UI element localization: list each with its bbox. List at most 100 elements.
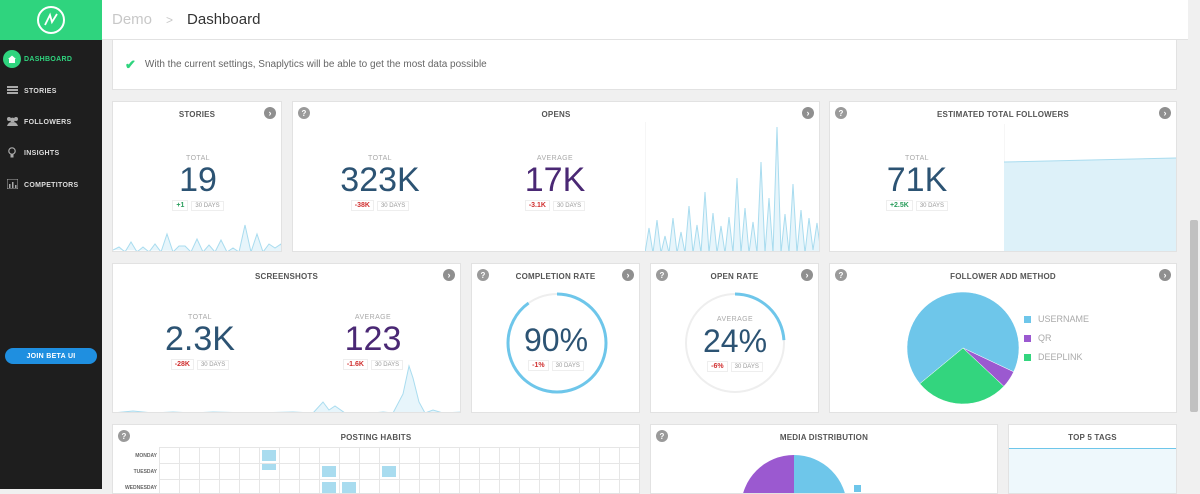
pie-legend: USERNAME QR DEEPLINK <box>1024 314 1089 371</box>
days-badge: 30 DAYS <box>196 359 230 370</box>
screenshots-sparkline <box>117 364 460 412</box>
help-icon[interactable]: ? <box>656 269 668 281</box>
pie-slice-deeplink[interactable] <box>919 347 1005 405</box>
card-title: ESTIMATED TOTAL FOLLOWERS <box>937 110 1069 119</box>
completion-ring <box>506 292 608 394</box>
sidebar-item-competitors[interactable]: COMPETITORS <box>0 174 102 196</box>
help-icon[interactable]: ? <box>477 269 489 281</box>
metric-label: AVERAGE <box>716 316 754 323</box>
heatmap-cell <box>322 466 336 477</box>
sidebar: DASHBOARD STORIES FOLLOWERS INSIGHTS COM… <box>0 0 102 489</box>
heatmap-cell <box>322 482 336 493</box>
snaplytics-logo-icon[interactable] <box>37 6 65 34</box>
legend-item: USERNAME <box>1024 314 1089 324</box>
sidebar-item-dashboard[interactable]: DASHBOARD <box>0 48 102 70</box>
heatmap-cell <box>382 466 396 477</box>
card-title: OPENS <box>541 110 571 119</box>
help-icon[interactable]: ? <box>835 269 847 281</box>
stories-card: STORIES › TOTAL 19 +1 30 DAYS <box>112 101 282 252</box>
help-icon[interactable]: ? <box>656 430 668 442</box>
metric-label: AVERAGE <box>354 314 392 321</box>
breadcrumb-root[interactable]: Demo <box>112 11 153 28</box>
delta-badge: -1% <box>528 360 549 371</box>
screenshots-card: SCREENSHOTS › TOTAL 2.3K -28K 30 DAYS AVE… <box>112 263 461 413</box>
followers-total: TOTAL 71K +2.5K 30 DAYS <box>867 155 967 211</box>
delta-badge: -38K <box>350 200 374 211</box>
page-title: Dashboard <box>187 11 261 28</box>
metric-value: 24% <box>702 323 768 359</box>
help-icon[interactable]: ? <box>835 107 847 119</box>
followers-icon <box>6 116 19 128</box>
sidebar-item-label: FOLLOWERS <box>24 118 72 126</box>
days-badge: 30 DAYS <box>730 361 763 372</box>
opens-average: AVERAGE 17K -3.1K 30 DAYS <box>505 155 605 211</box>
sidebar-item-label: COMPETITORS <box>24 181 79 189</box>
days-badge: 30 DAYS <box>552 200 586 211</box>
screenshots-total: TOTAL 2.3K -28K 30 DAYS <box>150 314 250 370</box>
delta-badge: -6% <box>707 361 728 372</box>
posting-habits-card: ? POSTING HABITS MONDAY TUESDAY WEDNESDA… <box>112 424 640 494</box>
chevron-right-icon[interactable]: › <box>264 107 276 119</box>
metric-label: TOTAL <box>188 314 212 321</box>
legend-swatch <box>1024 334 1031 342</box>
home-icon <box>3 50 21 68</box>
card-title: POSTING HABITS <box>340 433 412 442</box>
days-badge: 30 DAYS <box>376 200 410 211</box>
sidebar-item-label: INSIGHTS <box>24 149 60 157</box>
chevron-right-icon[interactable]: › <box>1159 269 1171 281</box>
followers-area-chart <box>1004 124 1176 251</box>
legend-label: USERNAME <box>1038 314 1090 324</box>
delta-badge: -3.1K <box>524 200 550 211</box>
metric-value: 323K <box>340 161 420 199</box>
logo-box[interactable] <box>0 0 102 40</box>
media-distribution-card: ? MEDIA DISTRIBUTION <box>650 424 998 494</box>
delta-badge: -1.6K <box>342 359 368 370</box>
heatmap-cell <box>262 464 276 470</box>
card-title: COMPLETION RATE <box>515 272 596 281</box>
checkmark-icon: ✔ <box>125 56 136 72</box>
chevron-right-icon[interactable]: › <box>622 269 634 281</box>
sidebar-item-insights[interactable]: INSIGHTS <box>0 142 102 164</box>
legend-swatch <box>1024 353 1031 361</box>
alert-text: With the current settings, Snaplytics wi… <box>144 59 487 70</box>
chevron-right-icon[interactable]: › <box>801 269 813 281</box>
metric-value: 19 <box>179 161 217 199</box>
media-pie <box>743 455 845 493</box>
days-badge: 30 DAYS <box>191 200 224 211</box>
metric-value: 90% <box>523 322 589 358</box>
join-beta-button[interactable]: JOIN BETA UI <box>5 348 97 364</box>
metric-value: 17K <box>524 161 586 199</box>
bar-chart-icon <box>6 178 18 191</box>
settings-alert: ✔ With the current settings, Snaplytics … <box>112 40 1177 90</box>
sidebar-item-followers[interactable]: FOLLOWERS <box>0 111 102 133</box>
legend-label: QR <box>1038 333 1052 343</box>
scrollbar-thumb[interactable] <box>1190 220 1198 412</box>
pie-slice-username[interactable] <box>906 291 1020 385</box>
open-rate-value: AVERAGE 24% -6% 30 DAYS <box>685 316 785 372</box>
card-title: TOP 5 TAGS <box>1068 433 1117 442</box>
follower-method-pie <box>906 291 1020 405</box>
stories-sparkline <box>113 224 281 251</box>
header-bar: Demo > Dashboard <box>102 0 1188 40</box>
metric-label: TOTAL <box>905 155 929 162</box>
metric-label: TOTAL <box>186 155 210 162</box>
chevron-right-icon[interactable]: › <box>802 107 814 119</box>
card-title: STORIES <box>178 110 216 119</box>
chevron-right-icon[interactable]: › <box>1159 107 1171 119</box>
metric-label: TOTAL <box>368 155 392 162</box>
posting-heatmap <box>159 447 639 493</box>
pie-slice <box>743 455 794 493</box>
help-icon[interactable]: ? <box>118 430 130 442</box>
delta-badge: +2.5K <box>885 200 913 211</box>
help-icon[interactable]: ? <box>298 107 310 119</box>
tags-divider <box>1009 448 1176 449</box>
delta-badge: -28K <box>170 359 194 370</box>
sidebar-item-stories[interactable]: STORIES <box>0 80 102 102</box>
days-badge: 30 DAYS <box>370 359 404 370</box>
days-badge: 30 DAYS <box>551 360 584 371</box>
chevron-right-icon[interactable]: › <box>443 269 455 281</box>
card-title: MEDIA DISTRIBUTION <box>779 433 869 442</box>
legend-swatch <box>1024 315 1031 323</box>
breadcrumb-separator: > <box>166 12 174 27</box>
day-label: WEDNESDAY <box>124 485 157 491</box>
